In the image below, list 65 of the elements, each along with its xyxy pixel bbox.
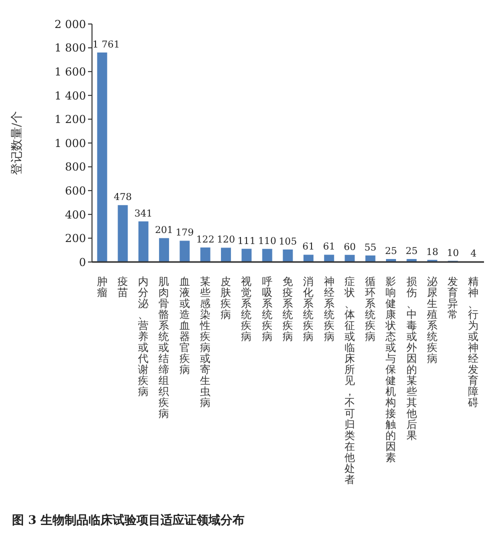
y-tick-label: 200: [65, 232, 86, 246]
x-tick-label: 呼吸系统疾病: [262, 275, 273, 343]
data-label: 122: [196, 234, 214, 246]
bar: [365, 255, 376, 262]
y-tick-label: 2 000: [54, 18, 86, 31]
data-label: 18: [426, 246, 438, 258]
y-tick-label: 400: [65, 208, 86, 222]
x-tick-label: 免疫系统疾病: [282, 276, 294, 343]
x-tick-label: 泌尿生殖系统疾病: [426, 276, 438, 365]
data-label: 179: [176, 228, 194, 239]
bar: [180, 240, 190, 262]
category-label: 症状、体征或临床所见，不可归类在他处者: [344, 276, 356, 486]
data-label: 1 761: [92, 39, 120, 50]
x-tick-label: 视觉系统疾病: [241, 275, 252, 343]
y-tick-label: 1 200: [54, 113, 86, 126]
x-tick-label: 发育异常: [448, 276, 459, 321]
text: 图 3 生物制品临床试验项目适应证领域分布: [11, 512, 246, 529]
bar: [97, 52, 108, 262]
data-label: 25: [384, 246, 398, 258]
category-label: 精神、行为或神经发育障碍: [468, 276, 480, 409]
data-label: 341: [134, 208, 152, 220]
y-tick-label: 800: [65, 160, 86, 174]
x-tick-label: 循环系统疾病: [365, 276, 376, 343]
data-label: 111: [238, 236, 256, 247]
x-tick-label: 皮肤疾病: [220, 275, 232, 321]
data-label: 110: [258, 236, 276, 247]
data-label: 478: [114, 192, 132, 204]
data-label: 61: [302, 242, 315, 253]
data-label: 61: [323, 242, 336, 253]
data-label: 60: [344, 242, 356, 253]
bar: [118, 205, 128, 262]
data-label: 55: [364, 242, 376, 254]
category-label: 内分泌、营养或代谢疾病: [138, 276, 150, 398]
category-label: 某些感染性疾病或寄生虫病: [200, 276, 211, 409]
bar: [324, 254, 334, 262]
data-label: 25: [406, 246, 418, 258]
y-tick-label: 600: [65, 184, 86, 198]
data-label: 120: [216, 234, 236, 246]
bar: [138, 221, 148, 262]
x-tick-label: 神经系统疾病: [324, 275, 335, 343]
bar: [282, 250, 293, 262]
data-label: 105: [278, 236, 297, 248]
bar: [262, 248, 272, 262]
bar: [344, 254, 355, 262]
bar: [200, 247, 210, 262]
y-tick-label: 0: [79, 256, 86, 269]
y-tick-label: 1 600: [54, 66, 86, 79]
x-tick-label: 肿瘤: [96, 276, 108, 299]
x-tick-label: 疫苗: [117, 275, 128, 299]
category-label: 影响健康状态或与保健机构接触的因素: [386, 276, 397, 464]
data-label: 4: [470, 248, 477, 260]
bar: [303, 254, 314, 262]
data-label: 10: [446, 248, 459, 259]
data-label: 201: [154, 225, 174, 236]
y-axis-title: 登记数量/个: [9, 110, 24, 176]
bar: [242, 248, 252, 262]
category-label: 损伤、中毒或外因的某些其他后果: [406, 276, 418, 442]
category-label: 血液或造血器官疾病: [179, 276, 190, 376]
y-tick-label: 1 800: [54, 42, 86, 55]
y-tick-label: 1 400: [54, 89, 86, 102]
bar: [220, 248, 231, 262]
x-tick-label: 消化系统疾病: [303, 275, 314, 343]
category-label: 肌肉骨骼系统或结缔组织疾病: [158, 276, 170, 420]
y-tick-label: 1 000: [54, 136, 86, 150]
bar: [159, 238, 170, 262]
